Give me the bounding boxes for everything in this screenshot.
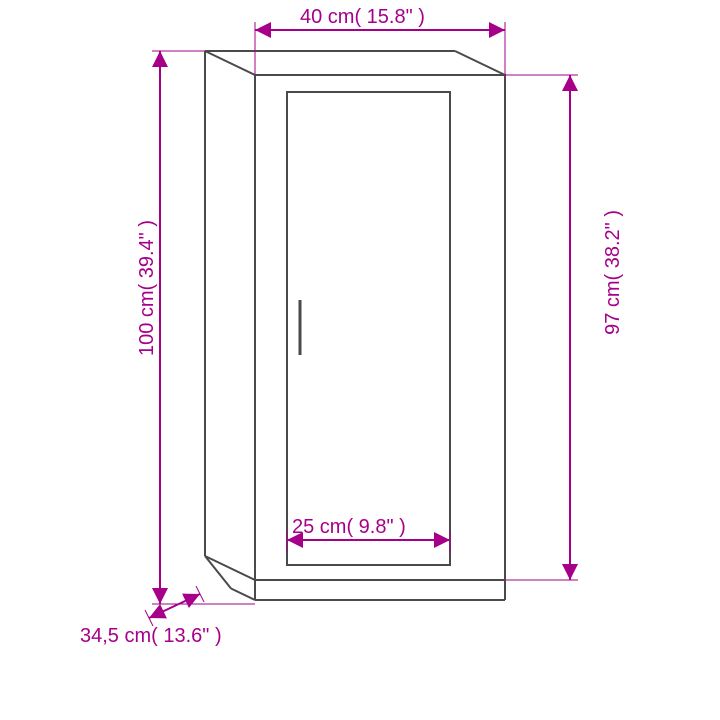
- depth-label: 34,5 cm( 13.6" ): [80, 625, 222, 648]
- door-width-label: 25 cm( 9.8" ): [292, 516, 406, 539]
- width-top-label: 40 cm( 15.8" ): [300, 6, 425, 29]
- dimension-drawing: [0, 0, 720, 720]
- height-right-label: 97 cm( 38.2" ): [602, 210, 625, 335]
- height-left-label: 100 cm( 39.4" ): [136, 220, 159, 356]
